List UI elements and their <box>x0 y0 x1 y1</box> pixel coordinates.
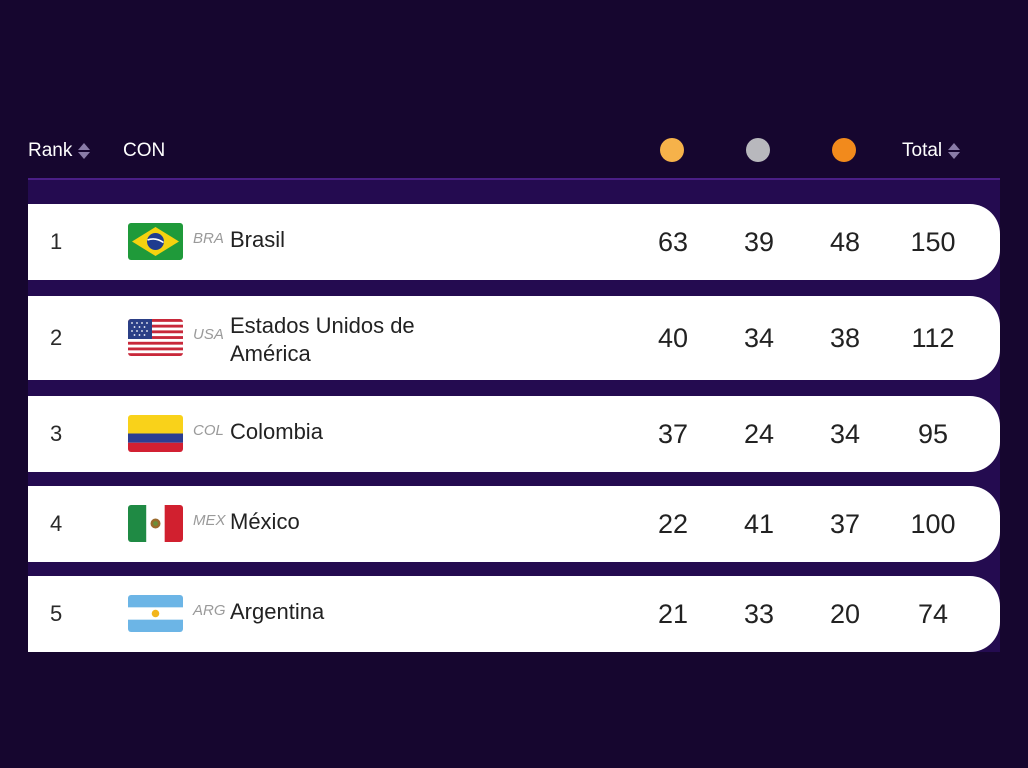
con-column-header: CON <box>123 140 165 162</box>
total-count: 100 <box>910 508 956 539</box>
country-name[interactable]: Colombia <box>230 419 323 444</box>
bronze-count: 38 <box>829 322 861 353</box>
usa-flag-icon <box>128 319 183 356</box>
gold-medal-icon[interactable] <box>660 138 684 162</box>
total-count: 112 <box>911 322 955 353</box>
table-row[interactable]: 2 USA Estados Unidos de A <box>28 296 1000 380</box>
bronze-count: 48 <box>829 226 861 257</box>
total-header-label: Total <box>902 140 943 161</box>
gold-count: 22 <box>657 508 689 539</box>
silver-medal-icon[interactable] <box>746 138 770 162</box>
bronze-count: 20 <box>829 598 861 629</box>
country-code: BRA <box>193 230 224 247</box>
silver-count: 41 <box>743 508 775 539</box>
country-code: COL <box>193 422 224 439</box>
table-row[interactable]: 1 BRA Brasil 63 39 48 150 <box>28 204 1000 280</box>
header-divider <box>28 178 1000 180</box>
colombia-flag-icon <box>128 415 183 452</box>
bronze-count: 34 <box>829 418 861 449</box>
gold-count: 21 <box>657 598 689 629</box>
rank-value: 2 <box>50 325 63 350</box>
sort-icon[interactable] <box>78 143 91 159</box>
rank-header-label: Rank <box>28 140 73 161</box>
mexico-flag-icon <box>128 505 183 542</box>
rank-value: 3 <box>50 421 63 446</box>
bronze-medal-icon[interactable] <box>832 138 856 162</box>
argentina-flag-icon <box>128 595 183 632</box>
rank-column-header[interactable]: Rank <box>28 140 91 162</box>
table-header: Rank CON Total <box>28 128 1000 178</box>
silver-count: 34 <box>743 322 775 353</box>
silver-count: 39 <box>743 226 775 257</box>
country-code: MEX <box>193 512 226 529</box>
rank-value: 5 <box>50 601 63 626</box>
sort-icon[interactable] <box>948 143 961 159</box>
rank-value: 1 <box>50 229 63 254</box>
bronze-count: 37 <box>829 508 861 539</box>
table-row[interactable]: 3 COL Colombia 37 24 34 95 <box>28 396 1000 472</box>
gold-count: 63 <box>657 226 689 257</box>
total-column-header[interactable]: Total <box>902 140 961 162</box>
gold-count: 40 <box>657 322 689 353</box>
country-name[interactable]: México <box>230 509 300 534</box>
table-row[interactable]: 5 ARG Argentina 21 33 20 74 <box>28 576 1000 652</box>
total-count: 74 <box>917 598 949 629</box>
country-name[interactable]: Argentina <box>230 599 325 624</box>
gold-count: 37 <box>657 418 689 449</box>
brazil-flag-icon <box>128 223 183 260</box>
silver-count: 33 <box>743 598 775 629</box>
table-row[interactable]: 4 MEX México 22 41 37 100 <box>28 486 1000 562</box>
medal-table: Rank CON Total 1 BRA Brasil 63 39 <box>28 0 1000 768</box>
country-code: USA <box>193 326 224 343</box>
country-code: ARG <box>193 602 226 619</box>
country-name[interactable]: Brasil <box>230 227 286 252</box>
total-count: 150 <box>910 226 956 257</box>
total-count: 95 <box>917 418 949 449</box>
rank-value: 4 <box>50 511 63 536</box>
silver-count: 24 <box>743 418 775 449</box>
country-name[interactable]: Estados Unidos de América <box>230 313 415 366</box>
con-header-label: CON <box>123 140 166 161</box>
